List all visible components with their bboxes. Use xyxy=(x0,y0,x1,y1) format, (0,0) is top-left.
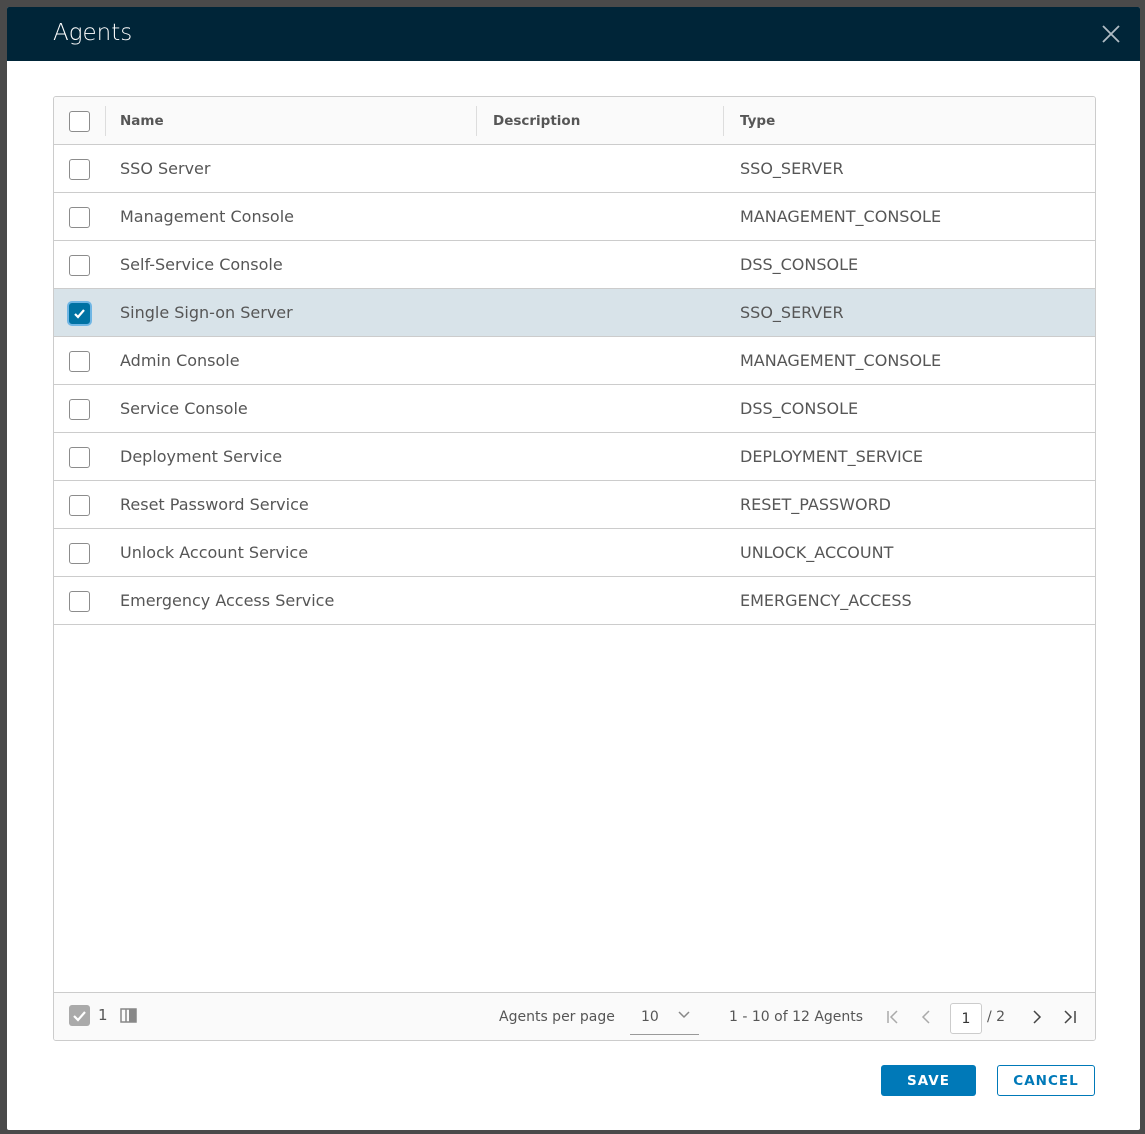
row-checkbox[interactable] xyxy=(69,591,90,612)
selected-count-checkbox-icon xyxy=(69,1005,90,1026)
dialog-title: Agents xyxy=(53,20,133,46)
cell-name: Service Console xyxy=(120,399,248,418)
table-row[interactable]: Management Console MANAGEMENT_CONSOLE xyxy=(54,193,1095,241)
table-row[interactable]: Reset Password Service RESET_PASSWORD xyxy=(54,481,1095,529)
column-header-type[interactable]: Type xyxy=(740,112,776,129)
column-toggle-icon[interactable] xyxy=(120,1008,137,1023)
cell-type: RESET_PASSWORD xyxy=(740,495,891,514)
row-checkbox[interactable] xyxy=(69,159,90,180)
next-page-icon[interactable] xyxy=(1030,1010,1044,1024)
checkmark-icon xyxy=(74,309,85,319)
selected-count: 1 xyxy=(98,1006,108,1024)
row-checkbox[interactable] xyxy=(69,399,90,420)
row-checkbox[interactable] xyxy=(69,303,90,324)
agents-dialog: Agents Name Description Type SSO Server … xyxy=(7,7,1140,1130)
per-page-value: 10 xyxy=(641,1009,659,1025)
cell-type: SSO_SERVER xyxy=(740,303,844,322)
table-row[interactable]: Admin Console MANAGEMENT_CONSOLE xyxy=(54,337,1095,385)
save-button[interactable]: SAVE xyxy=(881,1065,976,1096)
cell-type: DSS_CONSOLE xyxy=(740,255,859,274)
cell-name: Emergency Access Service xyxy=(120,591,335,610)
column-header-description[interactable]: Description xyxy=(493,112,581,129)
table-row[interactable]: SSO Server SSO_SERVER xyxy=(54,145,1095,193)
cell-name: Admin Console xyxy=(120,351,240,370)
select-all-checkbox[interactable] xyxy=(69,111,90,132)
cell-type: SSO_SERVER xyxy=(740,159,844,178)
total-pages: / 2 xyxy=(987,1009,1006,1025)
cell-name: Self-Service Console xyxy=(120,255,283,274)
cell-name: SSO Server xyxy=(120,159,211,178)
table-row[interactable]: Deployment Service DEPLOYMENT_SERVICE xyxy=(54,433,1095,481)
row-checkbox[interactable] xyxy=(69,207,90,228)
cell-type: DEPLOYMENT_SERVICE xyxy=(740,447,924,466)
cell-name: Single Sign-on Server xyxy=(120,303,293,322)
cell-type: DSS_CONSOLE xyxy=(740,399,859,418)
dialog-header: Agents xyxy=(7,7,1140,61)
previous-page-icon[interactable] xyxy=(920,1010,934,1024)
page-input[interactable]: 1 xyxy=(950,1003,982,1034)
cell-name: Reset Password Service xyxy=(120,495,309,514)
row-checkbox[interactable] xyxy=(69,351,90,372)
table-header: Name Description Type xyxy=(54,97,1095,145)
cell-type: MANAGEMENT_CONSOLE xyxy=(740,207,942,226)
table-row[interactable]: Single Sign-on Server SSO_SERVER xyxy=(54,289,1095,337)
first-page-icon[interactable] xyxy=(886,1010,900,1024)
cell-type: MANAGEMENT_CONSOLE xyxy=(740,351,942,370)
row-checkbox[interactable] xyxy=(69,495,90,516)
column-header-name[interactable]: Name xyxy=(120,112,164,129)
table-row[interactable]: Service Console DSS_CONSOLE xyxy=(54,385,1095,433)
per-page-label: Agents per page xyxy=(499,1009,615,1025)
datagrid-footer: 1 Agents per page 10 1 - 10 of 12 Agents… xyxy=(54,992,1095,1040)
cell-name: Management Console xyxy=(120,207,294,226)
cancel-button[interactable]: CANCEL xyxy=(997,1065,1095,1096)
table-row[interactable]: Emergency Access Service EMERGENCY_ACCES… xyxy=(54,577,1095,625)
last-page-icon[interactable] xyxy=(1063,1010,1077,1024)
cell-name: Unlock Account Service xyxy=(120,543,309,562)
agents-datagrid: Name Description Type SSO Server SSO_SER… xyxy=(53,96,1096,1041)
per-page-select[interactable]: 10 xyxy=(630,1003,699,1035)
table-row[interactable]: Unlock Account Service UNLOCK_ACCOUNT xyxy=(54,529,1095,577)
close-icon[interactable] xyxy=(1100,23,1122,45)
cell-type: UNLOCK_ACCOUNT xyxy=(740,543,894,562)
cell-name: Deployment Service xyxy=(120,447,283,466)
table-row[interactable]: Self-Service Console DSS_CONSOLE xyxy=(54,241,1095,289)
chevron-down-icon xyxy=(678,1011,690,1019)
row-checkbox[interactable] xyxy=(69,255,90,276)
row-checkbox[interactable] xyxy=(69,543,90,564)
row-checkbox[interactable] xyxy=(69,447,90,468)
pagination-range: 1 - 10 of 12 Agents xyxy=(729,1009,864,1025)
cell-type: EMERGENCY_ACCESS xyxy=(740,591,912,610)
